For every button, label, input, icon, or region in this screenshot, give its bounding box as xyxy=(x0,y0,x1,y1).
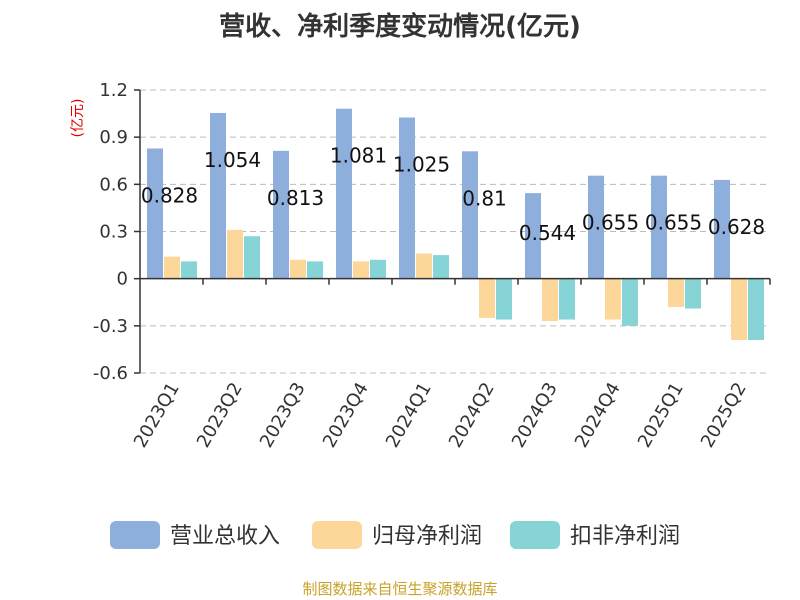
data-label: 0.655 xyxy=(582,211,639,235)
bar xyxy=(479,278,495,318)
y-tick-label: 0.6 xyxy=(99,174,128,195)
x-tick-label: 2023Q2 xyxy=(193,379,247,451)
bar xyxy=(399,117,415,279)
bar xyxy=(370,259,386,279)
bar xyxy=(559,278,575,320)
bar xyxy=(336,108,352,279)
x-tick-label: 2025Q2 xyxy=(697,379,751,451)
bar xyxy=(731,278,747,340)
chart-title: 营收、净利季度变动情况(亿元) xyxy=(219,12,581,42)
bar xyxy=(210,112,226,279)
legend-label: 归母净利润 xyxy=(372,524,482,549)
x-tick-label: 2023Q3 xyxy=(256,379,310,451)
legend-item[interactable]: 归母净利润 xyxy=(312,521,482,549)
bar xyxy=(290,259,306,279)
bar xyxy=(496,278,512,320)
y-tick-label: 0 xyxy=(117,269,128,290)
data-label: 1.054 xyxy=(204,148,261,172)
bar xyxy=(353,261,369,279)
data-label: 0.655 xyxy=(645,211,702,235)
source-note: 制图数据来自恒生聚源数据库 xyxy=(302,580,498,598)
legend-swatch xyxy=(510,521,560,549)
legend-label: 营业总收入 xyxy=(170,524,280,549)
y-tick-label: 0.9 xyxy=(99,127,128,148)
x-tick-label: 2024Q4 xyxy=(571,379,625,451)
bar xyxy=(433,255,449,279)
bar xyxy=(605,278,621,320)
y-tick-label: -0.6 xyxy=(93,363,128,384)
bar xyxy=(748,278,764,340)
bar xyxy=(685,278,701,309)
y-tick-label: -0.3 xyxy=(93,316,128,337)
bar xyxy=(525,193,541,279)
bar xyxy=(164,256,180,279)
data-label: 0.81 xyxy=(462,186,507,210)
data-label: 0.628 xyxy=(708,215,765,239)
x-tick-label: 2024Q2 xyxy=(445,379,499,451)
bar xyxy=(462,151,478,279)
data-label: 0.544 xyxy=(519,221,576,245)
bar xyxy=(714,179,730,279)
legend-swatch xyxy=(110,521,160,549)
bar xyxy=(181,261,197,279)
legend[interactable]: 营业总收入 归母净利润 扣非净利润 xyxy=(110,521,680,549)
bar xyxy=(622,278,638,326)
y-tick-label: 0.3 xyxy=(99,222,128,243)
bar xyxy=(588,175,604,279)
x-tick-label: 2023Q4 xyxy=(319,379,373,451)
legend-item[interactable]: 营业总收入 xyxy=(110,521,280,549)
bars xyxy=(147,108,764,340)
bar xyxy=(668,278,684,307)
grid-lines xyxy=(140,89,770,374)
data-label: 1.081 xyxy=(330,144,387,168)
bar xyxy=(147,148,163,279)
data-label: 0.813 xyxy=(267,186,324,210)
x-tick-label: 2024Q1 xyxy=(382,379,436,451)
y-axis-unit: (亿元) xyxy=(70,99,86,138)
bar xyxy=(307,261,323,279)
x-tick-label: 2023Q1 xyxy=(130,379,184,451)
bar xyxy=(244,236,260,279)
data-label: 1.025 xyxy=(393,153,450,177)
y-tick-label: 1.2 xyxy=(99,80,128,101)
legend-label: 扣非净利润 xyxy=(570,524,680,549)
legend-swatch xyxy=(312,521,362,549)
bar xyxy=(227,229,243,279)
data-label: 0.828 xyxy=(141,183,198,207)
bar xyxy=(416,253,432,279)
bar xyxy=(651,175,667,279)
bar xyxy=(542,278,558,322)
x-tick-label: 2024Q3 xyxy=(508,379,562,451)
x-tick-label: 2025Q1 xyxy=(634,379,688,451)
bar xyxy=(273,150,289,279)
legend-item[interactable]: 扣非净利润 xyxy=(510,521,680,549)
